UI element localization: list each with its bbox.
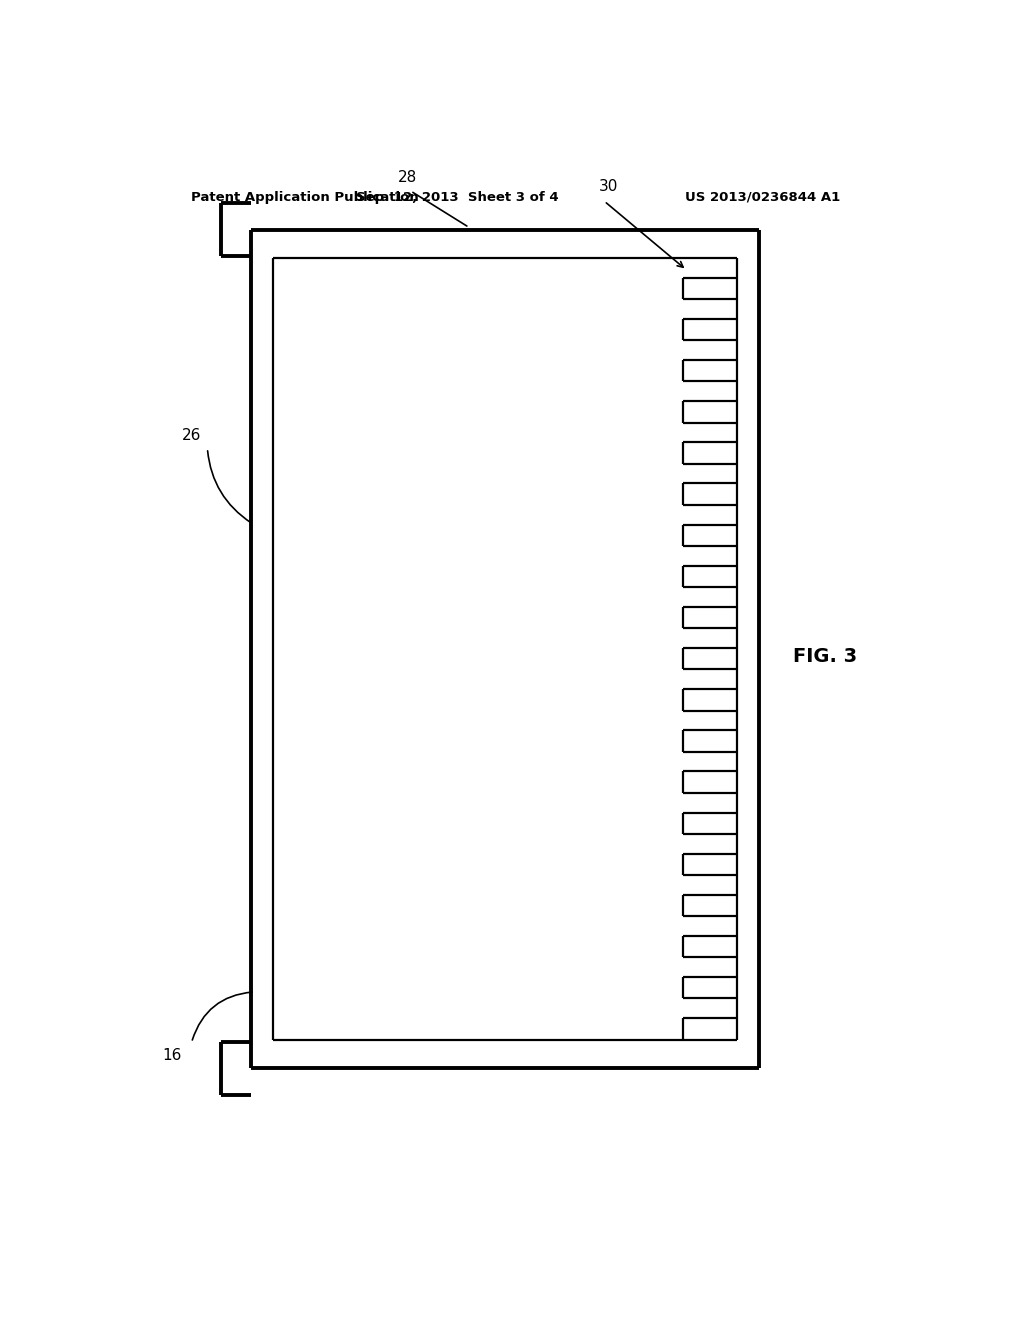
Text: Patent Application Publication: Patent Application Publication — [191, 190, 419, 203]
Text: FIG. 3: FIG. 3 — [793, 647, 857, 665]
Text: 28: 28 — [397, 170, 417, 185]
Text: 30: 30 — [598, 180, 617, 194]
Text: US 2013/0236844 A1: US 2013/0236844 A1 — [685, 190, 841, 203]
Text: 26: 26 — [182, 429, 201, 444]
Text: 16: 16 — [162, 1048, 181, 1064]
Text: Sep. 12, 2013  Sheet 3 of 4: Sep. 12, 2013 Sheet 3 of 4 — [356, 190, 559, 203]
